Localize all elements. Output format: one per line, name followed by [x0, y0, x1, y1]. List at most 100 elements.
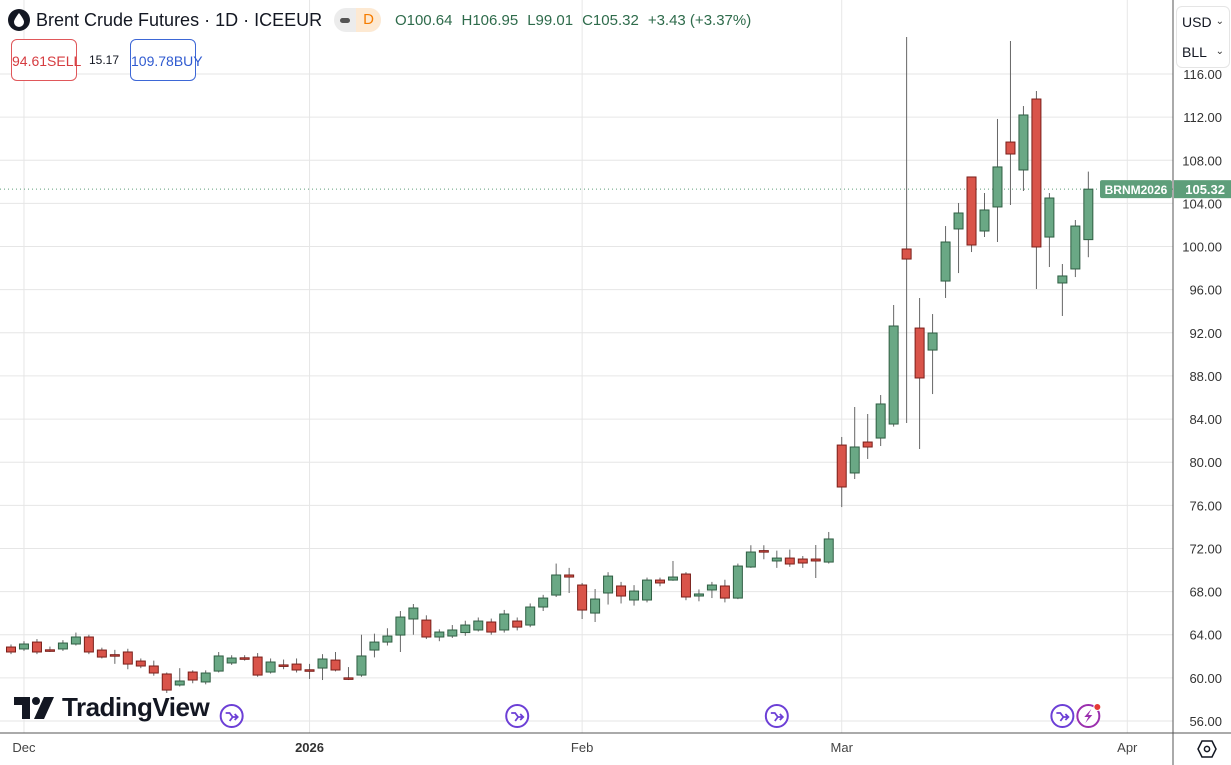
candle-down — [719, 579, 730, 603]
candles — [6, 37, 1094, 693]
last-price-tag — [1174, 180, 1231, 199]
price-tick-label: 72.00 — [1189, 541, 1222, 556]
time-tick-label: Feb — [570, 740, 594, 755]
candle-down — [239, 655, 250, 661]
candle-body — [96, 649, 107, 658]
chart-settings-icon[interactable] — [1197, 739, 1217, 759]
split-event-icon[interactable] — [1050, 704, 1075, 728]
low-value: L99.01 — [527, 11, 574, 29]
candle-body — [745, 551, 756, 568]
tradingview-mark-icon — [14, 696, 54, 719]
candle-down — [291, 658, 302, 673]
candle-body — [1057, 275, 1068, 284]
currency-value: USD — [1182, 14, 1212, 30]
sell-button[interactable]: 94.61 SELL — [11, 39, 81, 81]
candle-body — [953, 212, 964, 230]
candle-body — [629, 590, 640, 601]
candle-body — [551, 574, 562, 596]
candle-body — [473, 620, 484, 631]
flash-event-icon[interactable] — [1076, 703, 1102, 728]
candle-down — [135, 658, 146, 669]
sell-price: 94.61 — [12, 52, 48, 69]
candle-body — [18, 643, 29, 650]
candle-body — [239, 657, 250, 660]
candle-up — [1044, 193, 1055, 268]
candle-body — [875, 403, 886, 439]
candle-up — [200, 670, 211, 685]
candle-up — [603, 572, 614, 605]
candle-down — [512, 617, 523, 631]
candle-body — [1031, 98, 1042, 248]
candle-body — [31, 641, 42, 653]
candle-up — [629, 585, 640, 606]
candle-down — [564, 567, 575, 594]
candle-up — [667, 560, 678, 581]
candle-up — [499, 609, 510, 633]
price-tick-label: 96.00 — [1189, 283, 1222, 298]
candle-up — [57, 640, 68, 651]
candle-body — [706, 584, 717, 591]
tradingview-logo[interactable]: TradingView — [14, 692, 210, 723]
symbol-tag — [1100, 180, 1172, 199]
candle-body — [901, 248, 912, 260]
candle-body — [590, 598, 601, 614]
interval-badge[interactable]: D — [356, 8, 381, 32]
time-tick-label: Apr — [1117, 740, 1138, 755]
candle-down — [784, 549, 795, 567]
candle-down — [797, 556, 808, 568]
price-tick-label: 116.00 — [1183, 67, 1222, 82]
candle-body — [603, 575, 614, 594]
candle-up — [992, 118, 1003, 243]
candle-body — [278, 664, 289, 667]
candle-body — [797, 558, 808, 564]
candle-down — [278, 659, 289, 670]
split-event-icon[interactable] — [764, 704, 789, 728]
price-tick-label: 88.00 — [1189, 369, 1222, 384]
brent-drop-logo-icon — [8, 9, 30, 31]
candle-body — [330, 659, 341, 671]
price-axis[interactable]: 56.00 60.00 64.00 68.00 72.00 76.00 80.00 84.00… — [1182, 67, 1222, 729]
unit-selector: USD ⌄ BLL ⌄ — [1176, 6, 1230, 68]
candle-up — [875, 395, 886, 447]
last-price-tag-text: 105.32 — [1185, 182, 1225, 197]
price-tick-label: 80.00 — [1189, 455, 1222, 470]
candle-body — [122, 651, 133, 665]
candle-body — [434, 631, 445, 638]
split-event-icon[interactable] — [505, 704, 530, 728]
candle-up — [538, 594, 549, 612]
candle-body — [577, 584, 588, 611]
candle-body — [291, 663, 302, 671]
candle-down — [655, 577, 665, 587]
time-tick-label: 2026 — [295, 740, 324, 755]
symbol-tag-text: BRNM2026 — [1105, 183, 1168, 197]
candle-body — [564, 574, 575, 578]
time-tick-label: Dec — [12, 740, 36, 755]
candle-body — [680, 573, 691, 598]
hide-icon[interactable] — [334, 17, 356, 23]
candle-down — [1031, 91, 1042, 290]
candle-body — [213, 655, 224, 672]
visibility-toggle[interactable]: D — [334, 8, 381, 32]
candle-up — [888, 304, 899, 427]
buy-button[interactable]: 109.78 BUY — [130, 39, 203, 81]
candle-up — [771, 550, 782, 568]
candle-up — [732, 563, 743, 600]
candle-body — [499, 613, 510, 631]
currency-dropdown[interactable]: USD ⌄ — [1177, 7, 1229, 37]
split-event-icon[interactable] — [219, 704, 244, 728]
candle-up — [265, 658, 276, 674]
candle-up — [953, 202, 964, 274]
tradingview-wordmark: TradingView — [62, 692, 210, 722]
candle-down — [252, 653, 263, 677]
candle-down — [680, 572, 691, 601]
price-tick-label: 108.00 — [1182, 153, 1222, 168]
candle-body — [758, 550, 769, 553]
unit-dropdown[interactable]: BLL ⌄ — [1177, 37, 1229, 67]
candle-up — [525, 603, 536, 628]
candle-body — [642, 579, 653, 601]
candle-up — [434, 629, 445, 642]
candle-up — [395, 611, 406, 652]
chevron-down-icon: ⌄ — [1215, 16, 1224, 27]
symbol-title[interactable]: Brent Crude Futures · 1D · ICEEUR — [36, 9, 323, 30]
